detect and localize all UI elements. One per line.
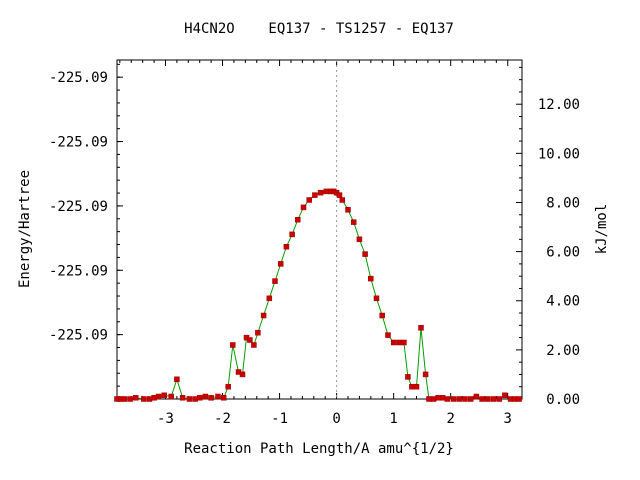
data-point [473,393,480,400]
data-point [502,392,508,399]
data-point [467,396,474,402]
data-point [196,395,203,401]
right-y-tick-label: 10.00 [538,146,580,162]
data-point [179,395,186,401]
data-point [127,396,133,402]
x-tick-label: -1 [271,411,288,427]
data-point [272,278,278,284]
data-point [439,395,446,401]
data-point [456,396,463,402]
left-y-tick-label: -225.09 [49,263,108,279]
data-point [168,393,174,400]
data-point [336,192,343,198]
x-axis-ticks: -3 -2 -1 0 1 2 3 [157,60,512,427]
data-point [141,396,147,402]
data-point [368,275,374,282]
data-point [251,342,257,348]
data-point [317,189,324,196]
data-point [295,216,301,223]
data-point [192,396,198,402]
data-point [356,236,363,243]
data-point [202,393,209,400]
data-point [490,396,497,402]
data-point [208,395,214,401]
data-point [225,383,231,390]
data-markers [114,188,522,402]
data-point [350,219,357,225]
left-y-tick-label: -225.09 [49,199,108,215]
data-point [215,393,221,400]
data-point [485,396,491,402]
data-point [450,396,457,402]
right-y-tick-label: 2.00 [546,343,580,359]
data-point [121,396,128,402]
data-point [390,339,397,346]
data-point [146,396,153,402]
data-point [516,396,522,402]
data-point [385,332,391,338]
plot-frame [116,59,523,400]
data-point [247,337,253,343]
data-point [418,325,424,331]
data-point [405,374,411,380]
data-point [133,395,139,401]
x-tick-label: 3 [504,411,512,427]
data-point [426,396,432,402]
data-point [339,197,346,203]
left-y-tick-label: -225.09 [49,328,108,344]
data-point [362,251,368,257]
right-y-tick-label: 12.00 [538,97,580,113]
x-axis-label: Reaction Path Length/A amu^{1/2} [184,441,454,457]
left-y-tick-label: -225.09 [49,135,108,151]
data-point [401,339,407,346]
x-tick-label: -2 [214,411,231,427]
chart-title: H4CN2O EQ137 - TS1257 - EQ137 [184,21,454,37]
data-point [444,396,451,402]
data-point [255,329,261,336]
data-point [462,396,468,402]
minor-ticks [117,60,522,399]
data-point [306,197,312,203]
data-point [300,204,307,211]
right-y-tick-label: 4.00 [546,294,580,310]
data-point [479,396,485,402]
right-y-axis-label: kJ/mol [594,204,610,255]
data-point [260,312,267,319]
data-point [323,188,330,195]
data-point [409,383,415,390]
right-y-tick-label: 8.00 [546,195,580,211]
data-point [174,376,180,383]
data-point [435,395,441,401]
data-point [496,396,502,402]
right-y-tick-label: 0.00 [546,392,580,408]
x-tick-label: -3 [157,411,174,427]
data-point [220,395,227,401]
y-axis-label: Energy/Hartree [17,170,33,288]
data-point [289,231,295,238]
right-y-axis-ticks: 0.00 2.00 4.00 6.00 8.00 10.00 12.00 [516,97,580,408]
data-point [239,371,246,378]
data-point [379,312,385,319]
data-point [413,383,420,390]
x-tick-label: 0 [332,411,340,427]
x-tick-label: 2 [446,411,454,427]
x-tick-label: 1 [389,411,397,427]
data-point [161,392,168,399]
right-y-tick-label: 6.00 [546,245,580,261]
data-point [312,192,318,198]
data-point [186,396,193,402]
data-point [155,393,162,400]
data-point [345,207,351,213]
data-point [373,295,380,302]
data-point [277,261,284,267]
data-point [422,371,429,378]
data-point [230,342,236,348]
series-line [117,190,520,400]
data-point [266,295,273,302]
left-y-axis-ticks: -225.09 -225.09 -225.09 -225.09 -225.09 [49,70,123,344]
data-point [283,243,290,250]
left-y-tick-label: -225.09 [49,70,108,86]
